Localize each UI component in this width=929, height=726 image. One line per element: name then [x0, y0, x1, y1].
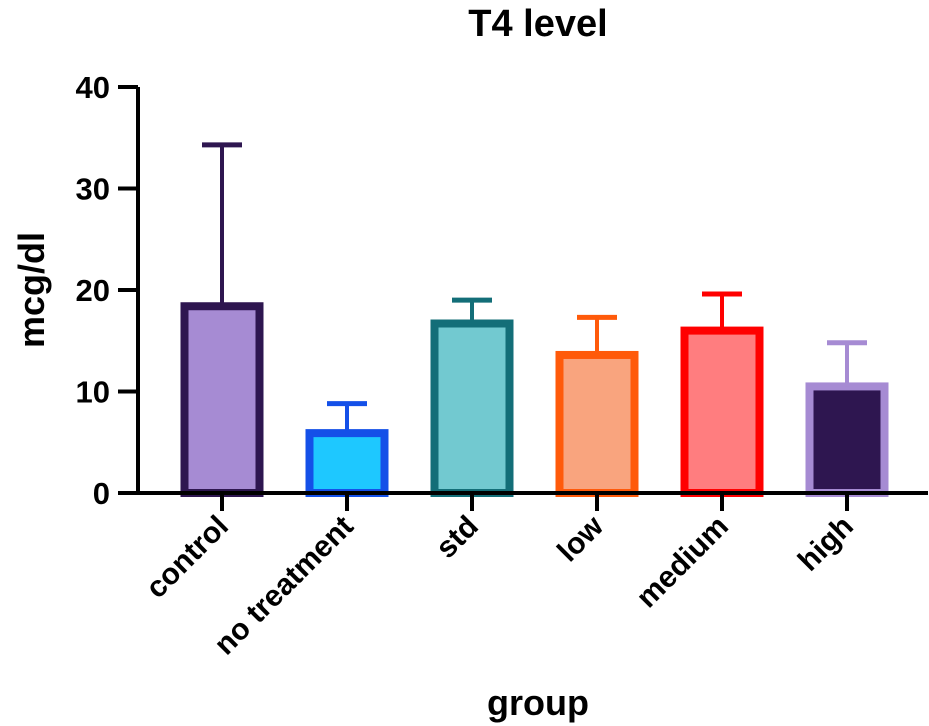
y-tick-label: 20: [76, 273, 110, 308]
bar-control: [180, 302, 264, 497]
bar-low: [555, 350, 639, 497]
y-tick-label: 30: [76, 172, 110, 207]
chart-title: T4 level: [468, 3, 607, 45]
y-tick-label: 0: [93, 476, 110, 511]
x-tick-label: control: [140, 510, 235, 605]
bars-group: [180, 302, 889, 497]
bar-no-treatment: [305, 429, 389, 497]
x-axis-label: group: [487, 682, 589, 723]
bar-high: [805, 382, 889, 497]
y-axis-label: mcg/dl: [11, 232, 52, 348]
x-tick-label: high: [792, 510, 860, 578]
bar-std: [430, 319, 514, 497]
x-tick-label: medium: [630, 510, 735, 615]
y-tick-label: 10: [76, 375, 110, 410]
x-tick-label: std: [430, 510, 485, 565]
y-tick-label: 40: [76, 70, 110, 105]
error-bars-group: [202, 142, 867, 434]
bar-medium: [680, 326, 764, 497]
x-tick-label: low: [551, 509, 610, 568]
y-ticks-group: 0 10 20 30 40: [76, 70, 138, 511]
